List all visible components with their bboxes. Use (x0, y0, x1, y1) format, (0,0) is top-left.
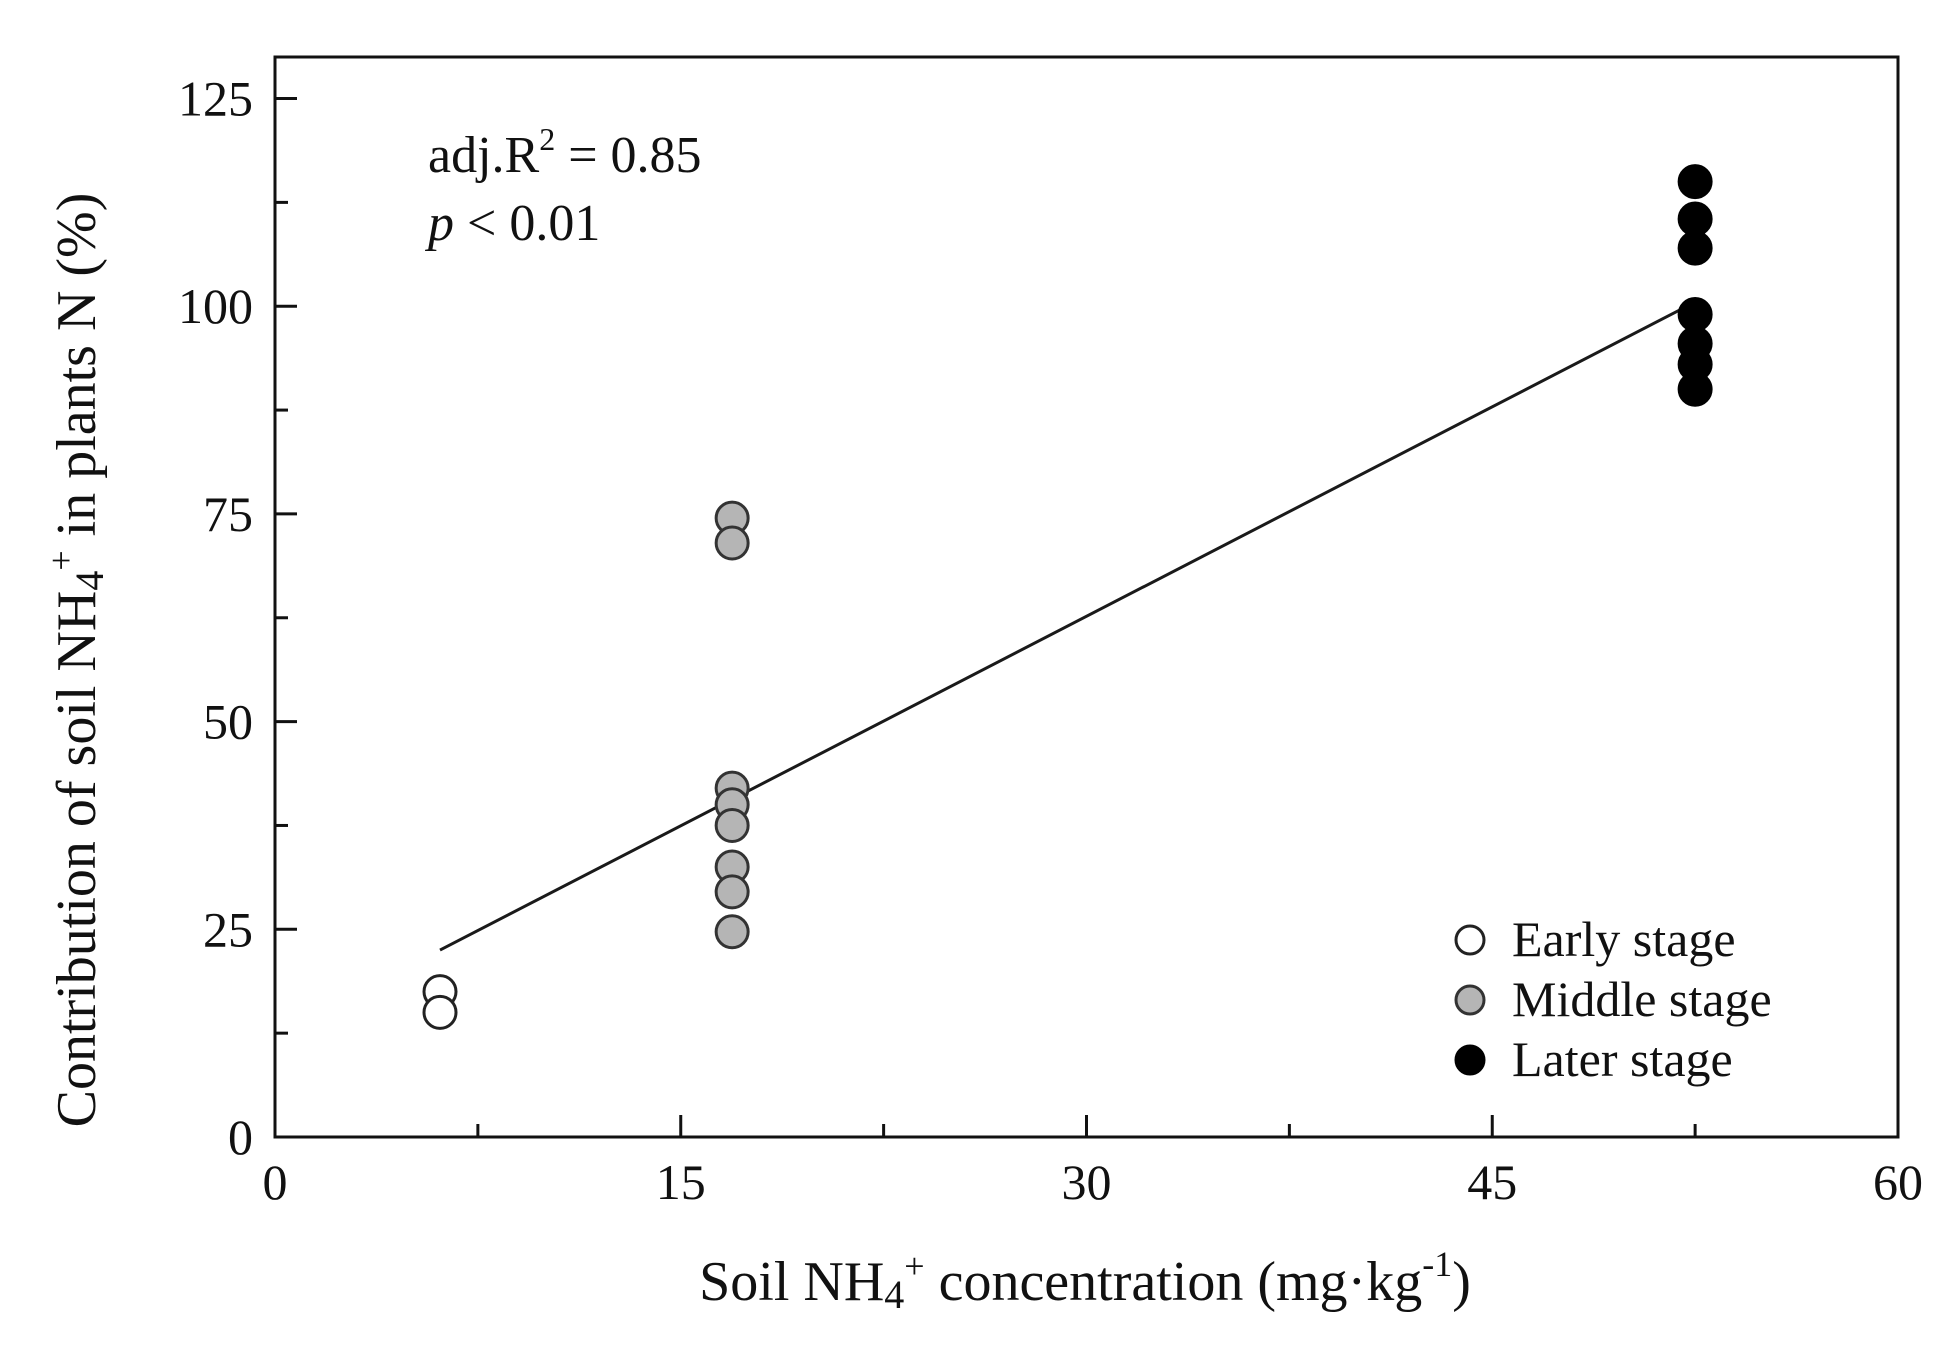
p-annotation: p < 0.01 (424, 195, 600, 252)
data-points (422, 164, 1713, 1030)
data-point-early-stage (422, 994, 458, 1030)
axis-ticks (273, 97, 1900, 1139)
x-tick-label: 45 (1467, 1154, 1517, 1210)
legend-label-later-stage: Later stage (1512, 1031, 1733, 1087)
y-tick-label: 100 (178, 278, 253, 334)
data-point-later-stage (1677, 371, 1713, 407)
data-point-middle-stage (714, 874, 750, 910)
x-tick-label: 30 (1062, 1154, 1112, 1210)
legend-label-middle-stage: Middle stage (1512, 971, 1772, 1027)
data-point-later-stage (1677, 201, 1713, 237)
x-tick-label: 15 (656, 1154, 706, 1210)
data-point-middle-stage (714, 807, 750, 843)
y-tick-label: 25 (203, 901, 253, 957)
legend-marker-early-stage (1454, 924, 1486, 956)
data-point-later-stage (1677, 297, 1713, 333)
x-tick-label: 60 (1873, 1154, 1923, 1210)
data-point-later-stage (1677, 164, 1713, 200)
data-point-later-stage (1677, 230, 1713, 266)
y-axis-title: Contribution of soil NH4+ in plants N (%… (41, 193, 112, 1128)
y-tick-label: 125 (178, 71, 253, 127)
x-axis-title: Soil NH4+ concentration (mg·kg-1) (699, 1244, 1471, 1317)
data-point-middle-stage (714, 914, 750, 950)
y-tick-label: 75 (203, 486, 253, 542)
axis-tick-labels: 0 15 30 45 60 0 25 50 75 100 125 (178, 71, 1923, 1210)
y-tick-label: 0 (228, 1109, 253, 1165)
legend-label-early-stage: Early stage (1512, 911, 1736, 967)
r2-annotation: adj.R2 = 0.85 (428, 121, 702, 184)
y-tick-label: 50 (203, 694, 253, 750)
legend-marker-later-stage (1454, 1044, 1486, 1076)
regression-line (439, 300, 1696, 952)
legend-marker-middle-stage (1454, 984, 1486, 1016)
data-point-middle-stage (714, 525, 750, 561)
x-tick-label: 0 (263, 1154, 288, 1210)
